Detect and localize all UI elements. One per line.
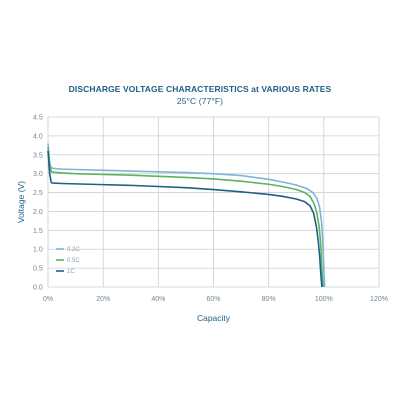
y-tick-label: 0.0 (33, 285, 43, 292)
y-tick-label: 3.5 (33, 152, 43, 159)
legend-label: 0.5C (67, 258, 80, 264)
y-tick-label: 3.0 (33, 171, 43, 178)
x-tick-label: 20% (96, 296, 110, 303)
x-tick-label: 0% (43, 296, 53, 303)
series-line-1c (47, 150, 323, 288)
series-line-0-2c (47, 143, 326, 288)
x-tick-label: 100% (315, 296, 333, 303)
legend-label: 0.2C (67, 247, 80, 253)
y-tick-label: 0.5 (33, 266, 43, 273)
y-tick-label: 2.0 (33, 209, 43, 216)
x-tick-label: 120% (370, 296, 388, 303)
chart-subtitle: 25°C (77°F) (176, 96, 224, 106)
y-tick-label: 1.0 (33, 247, 43, 254)
series-line-0-5c (47, 147, 324, 288)
x-tick-label: 40% (151, 296, 165, 303)
x-tick-label: 60% (206, 296, 220, 303)
y-tick-label: 1.5 (33, 228, 43, 235)
y-tick-label: 4.5 (33, 115, 43, 122)
y-axis-label: Voltage (V) (16, 181, 26, 223)
x-axis-label: Capacity (197, 313, 231, 323)
legend-label: 1C (67, 269, 75, 275)
y-tick-label: 2.5 (33, 190, 43, 197)
y-tick-label: 4.0 (33, 133, 43, 140)
x-tick-label: 80% (262, 296, 276, 303)
chart-title: DISCHARGE VOLTAGE CHARACTERISTICS at VAR… (68, 84, 332, 94)
